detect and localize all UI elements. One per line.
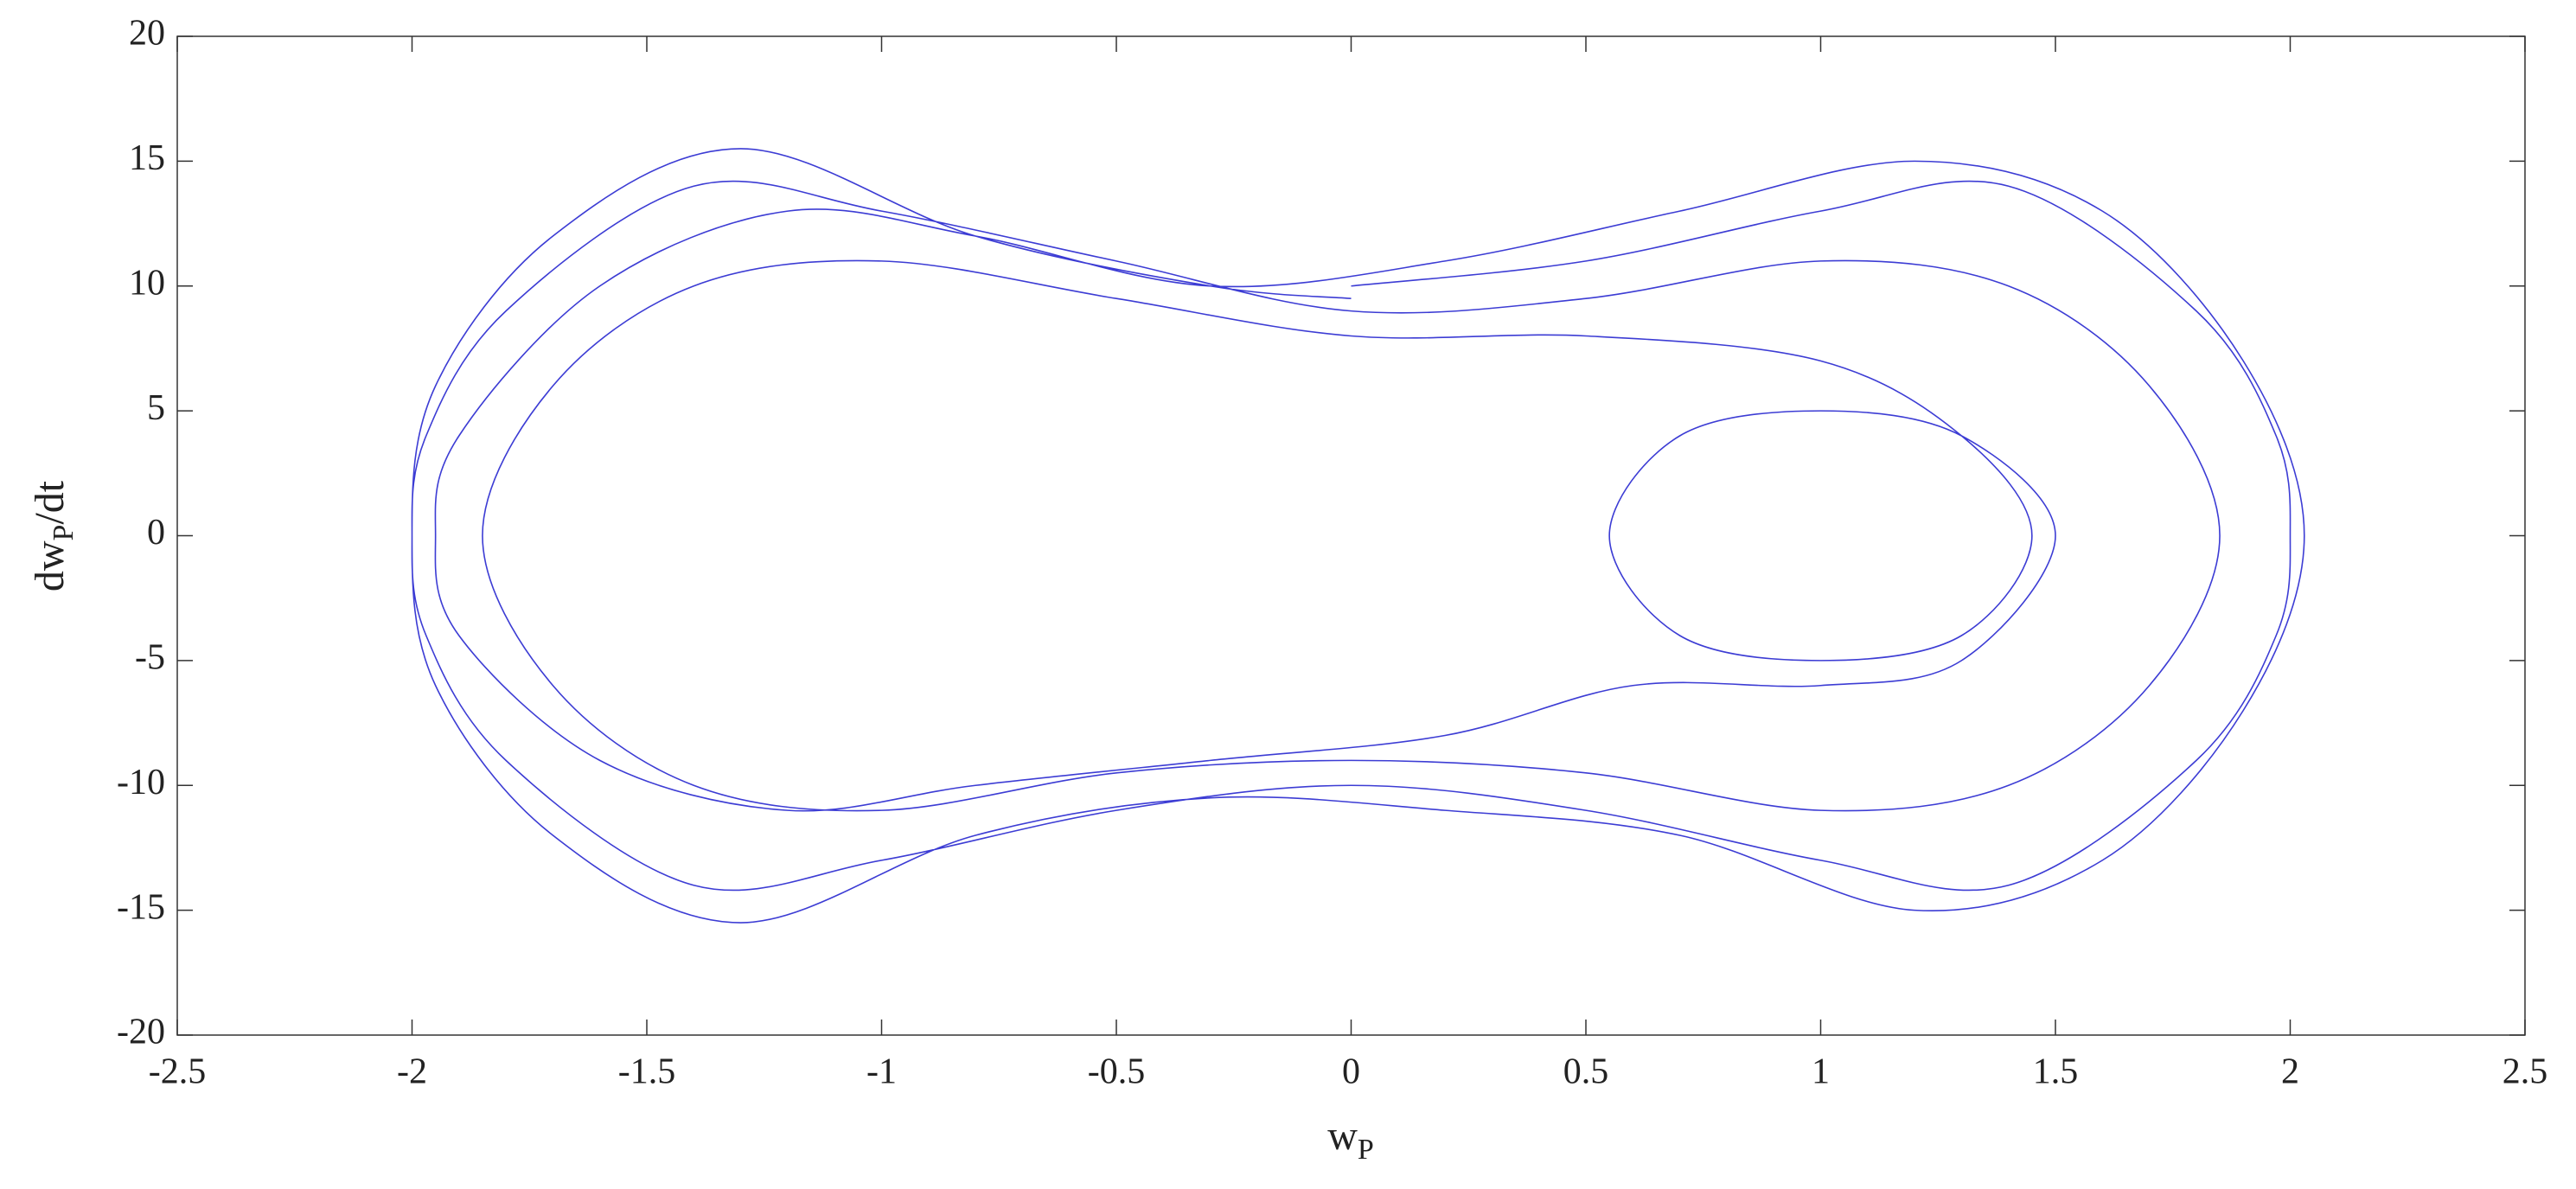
y-tick-label: 20 xyxy=(129,14,165,54)
x-axis-label: wP xyxy=(1327,1113,1374,1166)
x-label-subscript: P xyxy=(1358,1134,1374,1166)
y-tick-label: 0 xyxy=(147,513,165,553)
x-tick-label: 2.5 xyxy=(2502,1052,2548,1092)
y-tick-label: -15 xyxy=(117,887,165,927)
y-tick-label: -5 xyxy=(135,638,165,678)
y-tick-label: -10 xyxy=(117,763,165,802)
y-label-after: /dt xyxy=(27,480,73,524)
y-label-subscript: P xyxy=(48,525,80,541)
y-tick-label: 5 xyxy=(147,388,165,428)
x-tick-label: 1 xyxy=(1812,1052,1830,1092)
y-tick-label: 10 xyxy=(129,263,165,303)
x-tick-label: 0 xyxy=(1342,1052,1360,1092)
trajectory xyxy=(411,148,2305,924)
x-tick-label: 2 xyxy=(2281,1052,2299,1092)
x-tick-label: -2.5 xyxy=(149,1052,207,1092)
y-tick-label: 15 xyxy=(129,138,165,178)
plot-area xyxy=(176,35,2526,1036)
y-label-before: dw xyxy=(27,540,73,591)
y-tick-label: -20 xyxy=(117,1013,165,1052)
x-tick-label: -1.5 xyxy=(618,1052,676,1092)
y-axis-label: dwP/dt xyxy=(27,480,80,591)
x-tick-label: 1.5 xyxy=(2033,1052,2079,1092)
x-label-text: w xyxy=(1327,1113,1358,1159)
x-tick-label: 0.5 xyxy=(1563,1052,1609,1092)
x-tick-label: -1 xyxy=(866,1052,897,1092)
x-tick-label: -0.5 xyxy=(1088,1052,1146,1092)
x-tick-label: -2 xyxy=(397,1052,427,1092)
